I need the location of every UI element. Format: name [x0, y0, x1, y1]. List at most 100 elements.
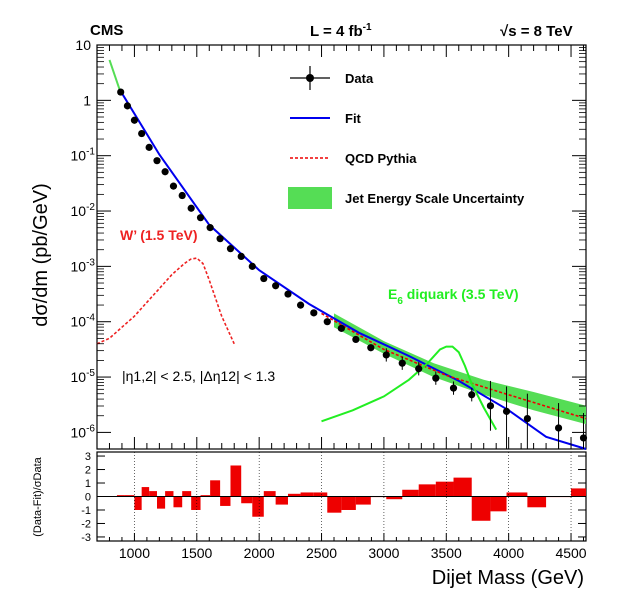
data-point	[169, 182, 178, 190]
legend-data-label: Data	[345, 71, 374, 86]
fit-line	[118, 88, 587, 450]
y-tick-label: 10-1	[71, 147, 96, 164]
y-tick-base: 10	[71, 203, 87, 219]
residual-bar	[141, 487, 150, 497]
x-tick-label: 1500	[181, 545, 212, 561]
residual-bar	[341, 496, 356, 510]
residual-bar	[506, 492, 528, 497]
y-tick-label: 1	[83, 92, 91, 108]
residual-bar	[386, 496, 403, 500]
residual-bar	[571, 488, 586, 497]
y-tick-label: 10	[75, 37, 91, 53]
residual-bar	[116, 495, 125, 497]
data-point	[352, 335, 360, 344]
data-point	[237, 252, 245, 261]
residual-bar	[313, 492, 328, 497]
main-plot-frame	[96, 44, 587, 450]
data-point	[502, 407, 511, 415]
residual-bar	[157, 496, 166, 509]
y-tick-label: 10-3	[71, 257, 96, 274]
x-tick-label: 2500	[306, 545, 337, 561]
residual-bar	[241, 496, 253, 504]
diquark-suffix: diquark (3.5 TeV)	[403, 286, 519, 302]
energy-sqrt: √s	[500, 23, 517, 40]
y-tick-exponent: -1	[86, 147, 95, 158]
data-point	[468, 391, 476, 399]
data-point	[523, 414, 531, 423]
y-tick-label: 10-5	[71, 368, 96, 385]
data-point	[130, 116, 139, 124]
data-point	[196, 214, 205, 222]
data-point	[398, 359, 406, 367]
residual-bar	[453, 477, 472, 497]
y-tick-label: 10-4	[71, 313, 96, 330]
diquark-subscript: 6	[397, 296, 403, 307]
luminosity-text: L = 4 fb	[310, 23, 363, 40]
residual-bar	[173, 496, 183, 508]
residual-bar	[327, 496, 342, 513]
energy-value: = 8 TeV	[517, 23, 573, 40]
data-point	[153, 157, 161, 165]
residual-bar	[300, 492, 314, 497]
y-tick-base: 10	[71, 424, 87, 440]
legend-data-marker	[306, 74, 314, 82]
x-axis-title: Dijet Mass (GeV)	[432, 567, 584, 589]
data-point	[178, 191, 186, 200]
data-point	[415, 365, 423, 373]
fit-low-mass-extension-line	[108, 59, 121, 90]
residual-bar	[210, 480, 221, 497]
residual-bar	[124, 495, 135, 497]
data-point	[296, 301, 305, 309]
residual-bar	[263, 491, 276, 497]
wprime-label: W’ (1.5 TeV)	[120, 227, 198, 243]
diquark-signal-line	[321, 345, 498, 431]
data-point	[337, 324, 345, 332]
x-tick-label: 3500	[431, 545, 462, 561]
qcd-pythia-line	[321, 312, 587, 420]
data-point	[216, 235, 224, 243]
residual-bar	[287, 493, 301, 497]
ratio-y-tick-label: -3	[81, 532, 91, 544]
data-point	[449, 384, 458, 392]
luminosity-exponent: -1	[363, 22, 372, 33]
data-point	[260, 274, 268, 283]
diquark-label: E6 diquark (3.5 TeV)	[388, 286, 519, 307]
curves-layer	[96, 59, 587, 450]
residual-bar	[252, 496, 264, 517]
experiment-label: CMS	[90, 22, 123, 39]
data-point	[272, 282, 280, 290]
residual-bar	[191, 496, 201, 510]
ratio-y-tick-label: 3	[85, 451, 91, 463]
legend-fit-label: Fit	[345, 111, 362, 126]
cuts-label: |η1,2| < 2.5, |Δη12| < 1.3	[122, 368, 275, 384]
axes-layer: 1000 1500 2000 2500 3000 3500 4000 450010-610-5…	[71, 37, 587, 561]
y-tick-exponent: -6	[86, 423, 95, 434]
residual-bar	[220, 496, 231, 506]
data-point	[145, 143, 153, 151]
x-tick-label: 1000	[119, 545, 150, 561]
data-point	[367, 344, 375, 352]
x-tick-label: 4500	[555, 545, 586, 561]
legend-qcd-label: QCD Pythia	[345, 151, 417, 166]
ratio-y-tick-label: 0	[85, 492, 91, 504]
residual-bar	[435, 481, 454, 497]
data-point	[554, 424, 563, 432]
data-point	[382, 351, 390, 359]
ratio-y-tick-label: -1	[81, 505, 91, 517]
y-tick-label: 10-2	[71, 202, 96, 219]
residual-bar	[200, 495, 211, 497]
ratio-y-tick-label: 2	[85, 465, 91, 477]
data-point	[138, 129, 146, 138]
energy-label: √s = 8 TeV	[500, 23, 573, 40]
y-tick-base: 10	[71, 148, 87, 164]
legend: Data Fit QCD Pythia Jet Energy Scale Unc…	[288, 66, 525, 209]
y-tick-base: 10	[71, 314, 87, 330]
jes-uncertainty-band	[334, 313, 586, 425]
y-tick-base: 10	[71, 258, 87, 274]
y-tick-exponent: -5	[86, 368, 95, 379]
wprime-signal-line	[96, 257, 235, 345]
luminosity-label: L = 4 fb-1	[310, 22, 372, 40]
data-point	[117, 88, 125, 96]
data-point	[123, 102, 132, 110]
